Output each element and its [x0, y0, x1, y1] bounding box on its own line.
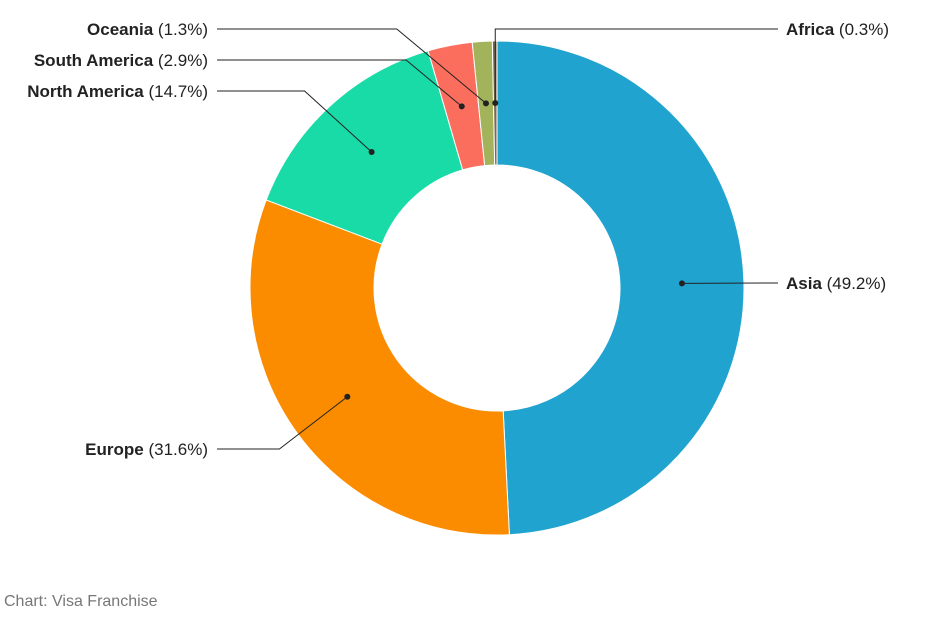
- slice-label-africa: Africa (0.3%): [786, 20, 889, 39]
- leader-dot-south-america: [458, 103, 465, 110]
- leader-dot-oceania: [482, 100, 489, 107]
- leader-line-south-america: [217, 59, 463, 107]
- slice-label-name: Africa: [786, 20, 839, 39]
- slice-label-south-america: South America (2.9%): [34, 51, 208, 70]
- slice-labels: Asia (49.2%) Europe (31.6%) North America …: [27, 20, 889, 459]
- leader-line-africa: [494, 28, 778, 104]
- leader-line-north-america: [217, 90, 372, 153]
- slice-label-name: South America: [34, 51, 158, 70]
- leader-line-europe: [217, 396, 348, 450]
- slice-label-name: Europe: [85, 440, 148, 459]
- slice-label-percent: (1.3%): [158, 20, 208, 39]
- slice-north-america: [265, 50, 464, 245]
- slice-label-europe: Europe (31.6%): [85, 440, 208, 459]
- donut-slices: [249, 40, 745, 536]
- slice-label-name: Asia: [786, 274, 827, 293]
- chart-source: Chart: Visa Franchise: [4, 593, 158, 610]
- slice-label-name: Oceania: [87, 20, 158, 39]
- slice-label-percent: (14.7%): [148, 82, 208, 101]
- leader-dot-asia: [678, 280, 685, 287]
- slice-label-percent: (0.3%): [839, 20, 889, 39]
- slice-label-percent: (31.6%): [148, 440, 208, 459]
- slice-label-north-america: North America (14.7%): [27, 82, 208, 101]
- slice-label-percent: (2.9%): [158, 51, 208, 70]
- leader-dot-europe: [344, 393, 351, 400]
- slice-label-oceania: Oceania (1.3%): [87, 20, 208, 39]
- slice-europe: [249, 199, 510, 536]
- leader-dot-africa: [492, 100, 499, 107]
- slice-label-asia: Asia (49.2%): [786, 274, 886, 293]
- slice-label-percent: (49.2%): [827, 274, 887, 293]
- slice-label-name: North America: [27, 82, 148, 101]
- leader-line-oceania: [217, 28, 487, 104]
- slice-asia: [496, 40, 745, 536]
- leader-dot-north-america: [368, 148, 375, 155]
